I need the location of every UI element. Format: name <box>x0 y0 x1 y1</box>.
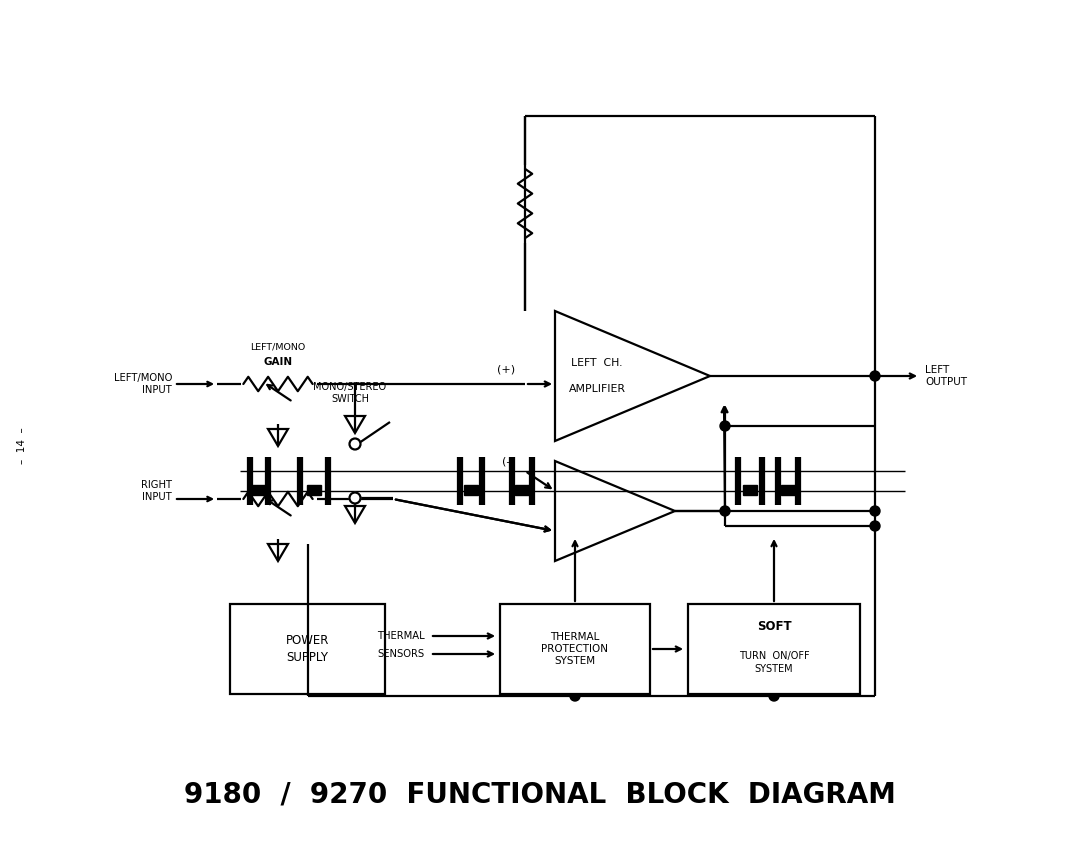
Text: LEFT/MONO: LEFT/MONO <box>251 342 306 351</box>
Circle shape <box>870 521 880 531</box>
Text: 9180  /  9270  FUNCTIONAL  BLOCK  DIAGRAM: 9180 / 9270 FUNCTIONAL BLOCK DIAGRAM <box>184 780 896 808</box>
Circle shape <box>350 492 361 503</box>
Bar <box>515 485 529 495</box>
Text: –  14  –: – 14 – <box>17 427 27 464</box>
Text: (-): (-) <box>502 456 515 466</box>
Circle shape <box>870 371 880 381</box>
Circle shape <box>720 506 730 516</box>
Text: LEFT  CH.: LEFT CH. <box>571 358 623 368</box>
Circle shape <box>720 421 730 431</box>
Text: MONO/STEREO
SWITCH: MONO/STEREO SWITCH <box>313 382 387 404</box>
Text: (+): (+) <box>497 364 515 374</box>
Bar <box>307 485 321 495</box>
Circle shape <box>870 506 880 516</box>
Text: THERMAL: THERMAL <box>377 631 426 641</box>
Bar <box>781 485 795 495</box>
Bar <box>252 485 266 495</box>
Circle shape <box>350 438 361 449</box>
Text: TURN  ON/OFF
SYSTEM: TURN ON/OFF SYSTEM <box>739 651 809 673</box>
Circle shape <box>769 691 779 701</box>
Bar <box>464 485 478 495</box>
Text: LEFT/MONO
INPUT: LEFT/MONO INPUT <box>113 373 172 395</box>
Circle shape <box>570 691 580 701</box>
Text: RIGHT
INPUT: RIGHT INPUT <box>141 480 172 503</box>
Text: AMPLIFIER: AMPLIFIER <box>568 384 625 394</box>
Text: GAIN: GAIN <box>264 357 293 367</box>
Text: SOFT: SOFT <box>757 620 792 633</box>
Text: THERMAL
PROTECTION
SYSTEM: THERMAL PROTECTION SYSTEM <box>541 632 608 667</box>
Bar <box>500 604 650 694</box>
Text: POWER
SUPPLY: POWER SUPPLY <box>286 634 329 664</box>
Bar <box>688 604 860 694</box>
Bar <box>230 604 384 694</box>
Bar <box>743 485 757 495</box>
Text: LEFT
OUTPUT: LEFT OUTPUT <box>924 365 967 387</box>
Text: SENSORS: SENSORS <box>378 649 426 659</box>
